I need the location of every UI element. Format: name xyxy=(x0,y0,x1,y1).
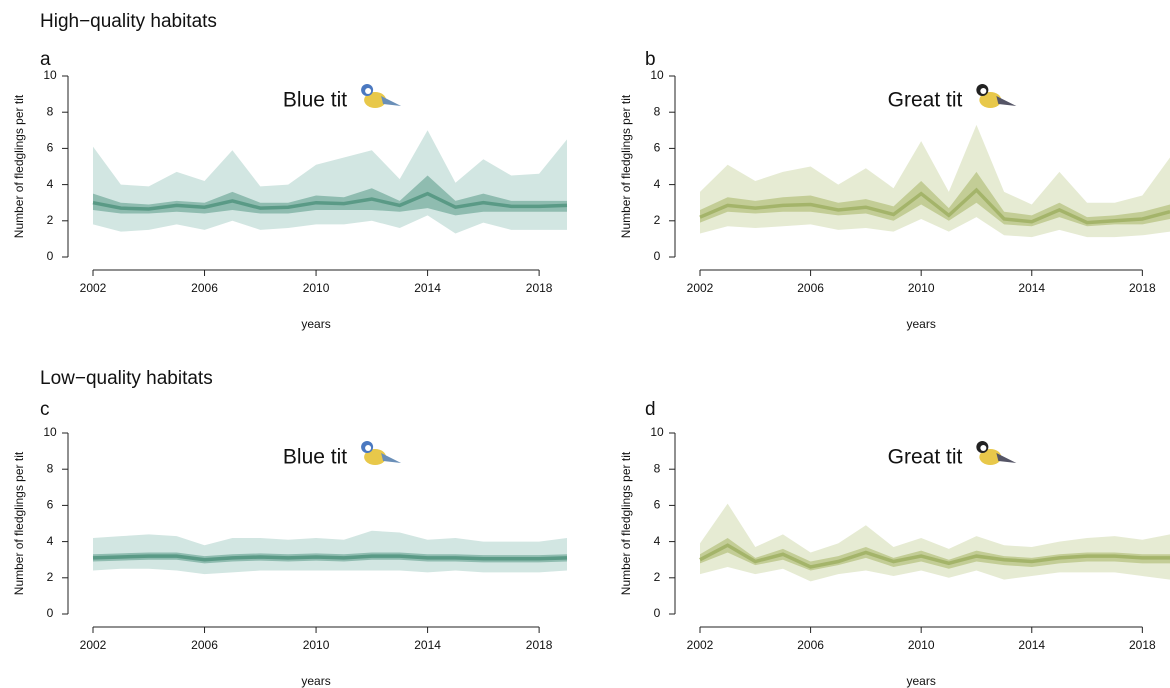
x-tick-label: 2006 xyxy=(797,638,824,652)
panel-letter: b xyxy=(645,49,656,70)
y-tick-label: 6 xyxy=(47,498,54,512)
panel-letter: c xyxy=(40,399,50,420)
panel-title: Blue tit xyxy=(283,89,347,112)
bird-icon xyxy=(381,96,402,106)
x-tick-label: 2002 xyxy=(80,281,107,295)
bird-icon xyxy=(364,92,387,108)
y-tick-label: 2 xyxy=(654,213,661,227)
bird-icon xyxy=(365,445,372,451)
y-tick-label: 0 xyxy=(654,249,661,263)
y-tick-label: 2 xyxy=(47,570,54,584)
x-tick-label: 2010 xyxy=(303,638,330,652)
x-tick-label: 2002 xyxy=(80,638,107,652)
x-tick-label: 2018 xyxy=(526,281,553,295)
y-tick-label: 2 xyxy=(654,570,661,584)
x-tick-label: 2014 xyxy=(1018,638,1045,652)
x-tick-label: 2006 xyxy=(191,638,218,652)
y-tick-label: 8 xyxy=(47,104,54,118)
bird-icon xyxy=(980,445,987,451)
mean-line xyxy=(92,554,568,562)
y-tick-label: 8 xyxy=(654,104,661,118)
x-tick-label: 2018 xyxy=(526,638,553,652)
x-tick-label: 2014 xyxy=(414,638,441,652)
y-tick-label: 8 xyxy=(654,461,661,475)
y-tick-label: 6 xyxy=(654,498,661,512)
y-tick-label: 0 xyxy=(654,606,661,620)
outer-band xyxy=(93,130,567,234)
bird-icon xyxy=(364,449,387,465)
y-tick-label: 10 xyxy=(650,425,664,439)
section-heading: High−quality habitats xyxy=(40,11,217,32)
section-heading: Low−quality habitats xyxy=(40,368,213,389)
y-axis-title: Number of fledglings per tit xyxy=(12,451,26,595)
panel: 0 2 4 6 8 10 2002 2006 2010 2014 2018 years Number o… xyxy=(12,49,568,331)
y-axis-title: Number of fledglings per tit xyxy=(619,451,633,595)
y-axis-title: Number of fledglings per tit xyxy=(619,94,633,238)
x-tick-label: 2002 xyxy=(687,638,714,652)
y-axis-title: Number of fledglings per tit xyxy=(12,94,26,238)
y-tick-label: 2 xyxy=(47,213,54,227)
x-tick-label: 2010 xyxy=(908,638,935,652)
mean-line xyxy=(92,191,568,211)
x-axis-title: years xyxy=(301,317,330,331)
panel: 0 2 4 6 8 10 2002 2006 2010 2014 2018 years Number o… xyxy=(12,399,568,688)
panel: 0 2 4 6 8 10 2002 2006 2010 2014 2018 years Number o… xyxy=(619,49,1170,331)
y-tick-label: 4 xyxy=(47,534,54,548)
x-tick-label: 2006 xyxy=(191,281,218,295)
x-tick-label: 2014 xyxy=(1018,281,1045,295)
panel-title: Great tit xyxy=(888,89,963,112)
y-tick-label: 6 xyxy=(654,141,661,155)
panel: 0 2 4 6 8 10 2002 2006 2010 2014 2018 years Number o… xyxy=(619,399,1170,688)
x-tick-label: 2006 xyxy=(797,281,824,295)
y-tick-label: 10 xyxy=(43,425,57,439)
x-tick-label: 2010 xyxy=(303,281,330,295)
panel-letter: d xyxy=(645,399,656,420)
y-tick-label: 0 xyxy=(47,249,54,263)
panel-title: Blue tit xyxy=(283,446,347,469)
bird-icon xyxy=(365,88,372,94)
y-tick-label: 4 xyxy=(47,177,54,191)
x-axis-title: years xyxy=(301,674,330,688)
bird-icon xyxy=(996,453,1017,463)
x-tick-label: 2010 xyxy=(908,281,935,295)
bird-icon xyxy=(381,453,402,463)
x-tick-label: 2018 xyxy=(1129,638,1156,652)
mean-line xyxy=(699,543,1170,569)
y-tick-label: 6 xyxy=(47,141,54,155)
outer-band xyxy=(93,530,567,575)
panel-letter: a xyxy=(40,49,51,70)
x-tick-label: 2014 xyxy=(414,281,441,295)
x-tick-label: 2002 xyxy=(687,281,714,295)
inner-band xyxy=(700,537,1170,571)
bird-icon xyxy=(979,449,1002,465)
bird-icon xyxy=(979,92,1002,108)
x-axis-title: years xyxy=(907,317,936,331)
x-tick-label: 2018 xyxy=(1129,281,1156,295)
y-tick-label: 4 xyxy=(654,534,661,548)
y-tick-label: 10 xyxy=(43,68,57,82)
y-tick-label: 0 xyxy=(47,606,54,620)
bird-icon xyxy=(980,88,987,94)
outer-band xyxy=(700,503,1170,582)
y-tick-label: 10 xyxy=(650,68,664,82)
y-tick-label: 8 xyxy=(47,461,54,475)
bird-icon xyxy=(996,96,1017,106)
x-axis-title: years xyxy=(907,674,936,688)
mean-line xyxy=(699,187,1170,225)
y-tick-label: 4 xyxy=(654,177,661,191)
panel-title: Great tit xyxy=(888,446,963,469)
